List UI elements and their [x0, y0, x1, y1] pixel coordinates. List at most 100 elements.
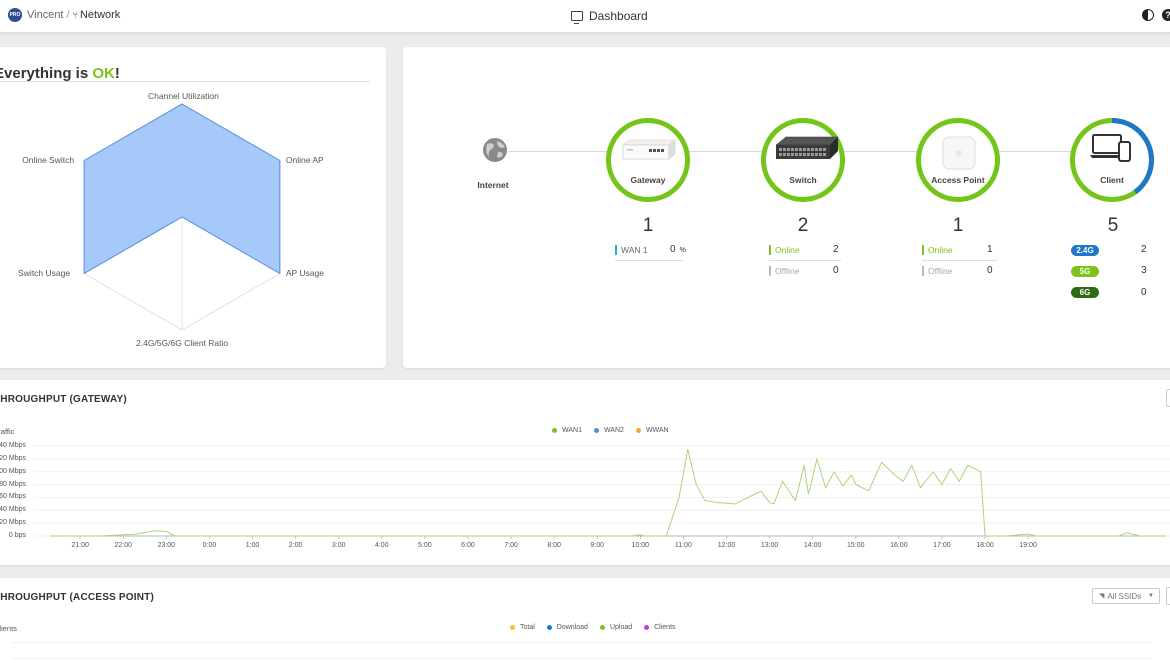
- x-tick-label: 0:00: [202, 542, 217, 549]
- site-logo-icon[interactable]: PRO: [8, 8, 22, 22]
- x-tick-label: 23:00: [157, 542, 176, 549]
- ap-throughput-card: THROUGHPUT (ACCESS POINT) ◥ All SSIDs ▼ …: [0, 578, 1170, 663]
- switch-online-row: Online: [769, 245, 800, 255]
- ap-online-row: Online: [922, 245, 953, 255]
- breadcrumb-site[interactable]: Vincent: [27, 9, 64, 21]
- legend-total[interactable]: Total: [510, 624, 535, 631]
- radar-axis-label: Online AP: [285, 154, 324, 165]
- y-tick-label: 140 Mbps: [0, 442, 26, 449]
- online-indicator: [769, 245, 771, 255]
- x-tick-label: 2:00: [288, 542, 303, 549]
- band-6g-value: 0: [1141, 287, 1147, 298]
- legend-dot: [635, 428, 641, 433]
- switch-divider: [769, 260, 841, 261]
- radar-axis-label: Switch Usage: [18, 267, 71, 278]
- wan-divider: [615, 260, 683, 261]
- chevron-down-icon: ▼: [1148, 593, 1154, 599]
- x-tick-label: 4:00: [374, 542, 389, 549]
- y-tick-label: 0 bps: [8, 532, 26, 539]
- x-tick-label: 10:00: [631, 542, 650, 549]
- legend-dot: [510, 625, 515, 630]
- breadcrumb: PRO Vincent / ⑂ Network: [8, 8, 120, 22]
- radar-axis-label: 2.4G/5G/6G Client Ratio: [136, 338, 229, 348]
- x-tick-label: 14:00: [803, 542, 822, 549]
- legend-dot: [546, 625, 552, 630]
- ap-legend: Total Download Upload Clients: [510, 624, 676, 631]
- legend-wan1[interactable]: WAN1: [552, 427, 582, 434]
- x-tick-label: 5:00: [418, 542, 432, 549]
- legend-label: Clients: [654, 624, 676, 631]
- legend-clients[interactable]: Clients: [644, 624, 676, 631]
- y-tick-label: 40 Mbps: [0, 506, 26, 514]
- ap-chart-options[interactable]: [1166, 587, 1170, 605]
- client-node[interactable]: Client: [1070, 118, 1154, 202]
- status-divider: [0, 81, 370, 82]
- switch-online-label: Online: [775, 245, 800, 255]
- help-icon[interactable]: ?: [1162, 9, 1170, 21]
- y-tick-label: 20 Mbps: [0, 519, 26, 527]
- legend-label: Upload: [609, 624, 633, 631]
- switch-device-icon: [775, 136, 839, 159]
- breadcrumb-section[interactable]: Network: [79, 9, 121, 21]
- x-tick-label: 1:00: [245, 542, 260, 549]
- offline-indicator: [769, 266, 771, 276]
- ssid-filter-value: All SSIDs: [1107, 591, 1142, 601]
- legend-dot: [552, 428, 557, 433]
- access-point-node[interactable]: Access Point: [916, 118, 1000, 202]
- online-indicator: [922, 245, 924, 255]
- client-label: Client: [1100, 175, 1124, 185]
- band-5g-value: 3: [1141, 265, 1147, 276]
- status-title-prefix: Everything is: [0, 65, 93, 82]
- x-tick-label: 7:00: [504, 542, 518, 549]
- legend-dot: [644, 625, 650, 630]
- gateway-chart-options[interactable]: [1166, 389, 1170, 407]
- y-tick-label: 120 Mbps: [0, 454, 26, 462]
- x-tick-label: 13:00: [760, 542, 779, 549]
- radar-area: [83, 103, 281, 275]
- page-title-text: Dashboard: [589, 9, 648, 23]
- y-tick-label: 100 Mbps: [0, 467, 26, 475]
- wan-name: WAN 1: [621, 245, 648, 255]
- band-2g-value: 2: [1141, 244, 1147, 255]
- ssid-filter-dropdown[interactable]: ◥ All SSIDs ▼: [1092, 588, 1160, 604]
- switch-label: Switch: [789, 175, 817, 185]
- client-count: 5: [1107, 215, 1119, 236]
- legend-download[interactable]: Download: [546, 624, 588, 631]
- band-badge-6g: 6G: [1071, 287, 1099, 298]
- ap-y-caption: Clients: [0, 624, 17, 633]
- switch-node[interactable]: Switch: [761, 118, 845, 202]
- legend-wwan[interactable]: WWAN: [635, 427, 669, 434]
- ap-offline-label: Offline: [928, 266, 953, 276]
- x-tick-label: 19:00: [1019, 542, 1037, 549]
- legend-label: WWAN: [645, 427, 669, 434]
- y-tick-label: 80 Mbps: [0, 480, 26, 488]
- x-tick-label: 18:00: [976, 542, 994, 549]
- ap-offline-row: Offline: [922, 266, 952, 276]
- switch-offline-row: Offline: [769, 266, 799, 276]
- radar-axis-label: Channel Utilization: [148, 91, 219, 101]
- page-title: Dashboard: [571, 9, 648, 24]
- breadcrumb-separator: /: [66, 9, 70, 21]
- x-tick-label: 6:00: [461, 542, 475, 549]
- radar-axis-label: AP Usage: [285, 267, 324, 278]
- legend-label: Total: [520, 624, 535, 631]
- gateway-label: Gateway: [630, 175, 666, 185]
- wifi-icon: ◥: [1099, 593, 1105, 600]
- legend-wan2[interactable]: WAN2: [593, 427, 624, 434]
- wan-value-number: 0: [670, 244, 676, 255]
- legend-upload[interactable]: Upload: [599, 624, 633, 631]
- legend-dot: [593, 428, 599, 433]
- ap-throughput-title: THROUGHPUT (ACCESS POINT): [0, 592, 154, 603]
- theme-toggle-icon[interactable]: [1142, 9, 1154, 21]
- wan-value: 0%: [670, 244, 686, 255]
- x-tick-label: 22:00: [114, 542, 133, 549]
- gateway-node[interactable]: Gateway: [606, 118, 690, 202]
- ap-divider: [922, 260, 997, 261]
- x-tick-label: 3:00: [331, 542, 346, 549]
- switch-offline-value: 0: [833, 265, 839, 276]
- x-tick-label: 21:00: [71, 542, 89, 549]
- legend-label: WAN1: [562, 427, 582, 434]
- status-title-suffix: !: [114, 65, 120, 82]
- gateway-y-caption: Traffic: [0, 427, 15, 436]
- globe-icon: [483, 138, 507, 162]
